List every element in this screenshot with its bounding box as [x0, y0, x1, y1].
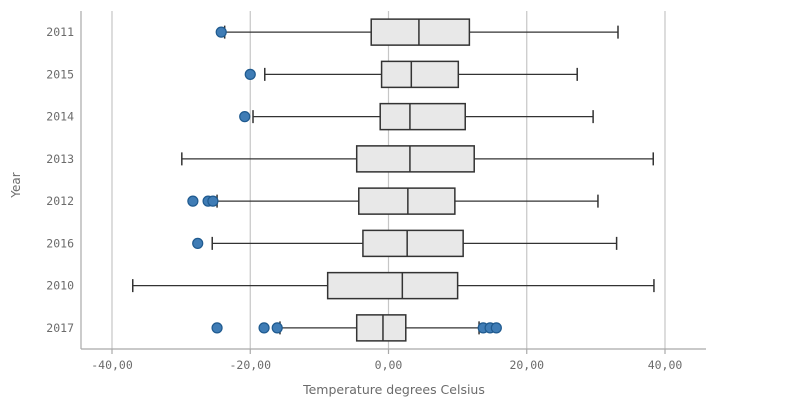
x-tick-label: -20,00 — [229, 358, 271, 372]
outlier-dot[interactable] — [490, 322, 502, 334]
outlier-dot[interactable] — [192, 237, 204, 249]
box-2010[interactable] — [326, 271, 459, 300]
y-tick-label[interactable]: 2011 — [46, 25, 74, 39]
outlier-dot[interactable] — [211, 322, 223, 334]
y-tick-label[interactable]: 2015 — [46, 67, 74, 81]
x-axis-title: Temperature degrees Celsius — [303, 382, 485, 397]
box-2015[interactable] — [380, 60, 460, 89]
outlier-dot[interactable] — [215, 26, 227, 38]
outlier-dot[interactable] — [239, 111, 251, 123]
y-tick-label[interactable]: 2013 — [46, 152, 74, 166]
outlier-dot[interactable] — [258, 322, 270, 334]
y-tick-label[interactable]: 2010 — [46, 279, 74, 293]
y-tick-label[interactable]: 2017 — [46, 321, 74, 335]
box-2016[interactable] — [362, 229, 464, 258]
box-2012[interactable] — [358, 187, 456, 215]
outlier-dot[interactable] — [271, 322, 283, 334]
box-2011[interactable] — [370, 18, 471, 46]
box-2013[interactable] — [355, 145, 475, 173]
box-2014[interactable] — [379, 102, 466, 131]
x-tick-label: 0,00 — [375, 358, 403, 372]
x-tick-label: 20,00 — [509, 358, 544, 372]
x-tick-label: 40,00 — [648, 358, 683, 372]
outlier-dot[interactable] — [244, 68, 256, 80]
y-tick-label[interactable]: 2012 — [46, 194, 74, 208]
outlier-dot[interactable] — [207, 195, 219, 207]
y-tick-label[interactable]: 2014 — [46, 110, 74, 124]
outlier-dot[interactable] — [187, 195, 199, 207]
x-tick-label: -40,00 — [91, 358, 133, 372]
box-2017[interactable] — [355, 314, 407, 342]
y-tick-label[interactable]: 2016 — [46, 236, 74, 250]
